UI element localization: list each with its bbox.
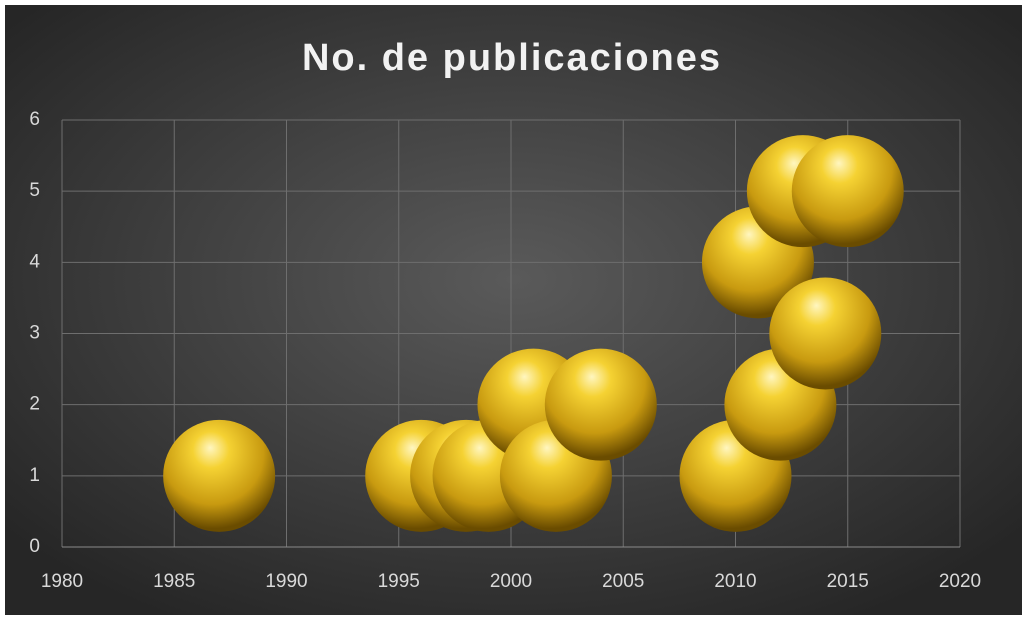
y-tick-label: 3 xyxy=(29,323,40,344)
x-tick-label: 1990 xyxy=(265,571,307,592)
y-tick-label: 6 xyxy=(29,109,40,130)
x-tick-label: 2015 xyxy=(827,571,869,592)
x-tick-label: 2000 xyxy=(490,571,532,592)
x-tick-label: 2005 xyxy=(602,571,644,592)
y-tick-label: 2 xyxy=(29,394,40,415)
bubble xyxy=(769,277,882,390)
chart-title: No. de publicaciones xyxy=(302,37,722,79)
bubble xyxy=(544,348,657,461)
y-tick-label: 4 xyxy=(29,251,40,272)
bubble xyxy=(791,135,904,248)
y-tick-label: 5 xyxy=(29,180,40,201)
bubble xyxy=(163,419,276,532)
x-tick-label: 1980 xyxy=(41,571,83,592)
y-tick-label: 1 xyxy=(29,465,40,486)
x-tick-label: 1995 xyxy=(378,571,420,592)
x-tick-label: 1985 xyxy=(153,571,195,592)
y-tick-label: 0 xyxy=(29,536,40,557)
x-tick-label: 2010 xyxy=(714,571,756,592)
x-tick-label: 2020 xyxy=(939,571,981,592)
